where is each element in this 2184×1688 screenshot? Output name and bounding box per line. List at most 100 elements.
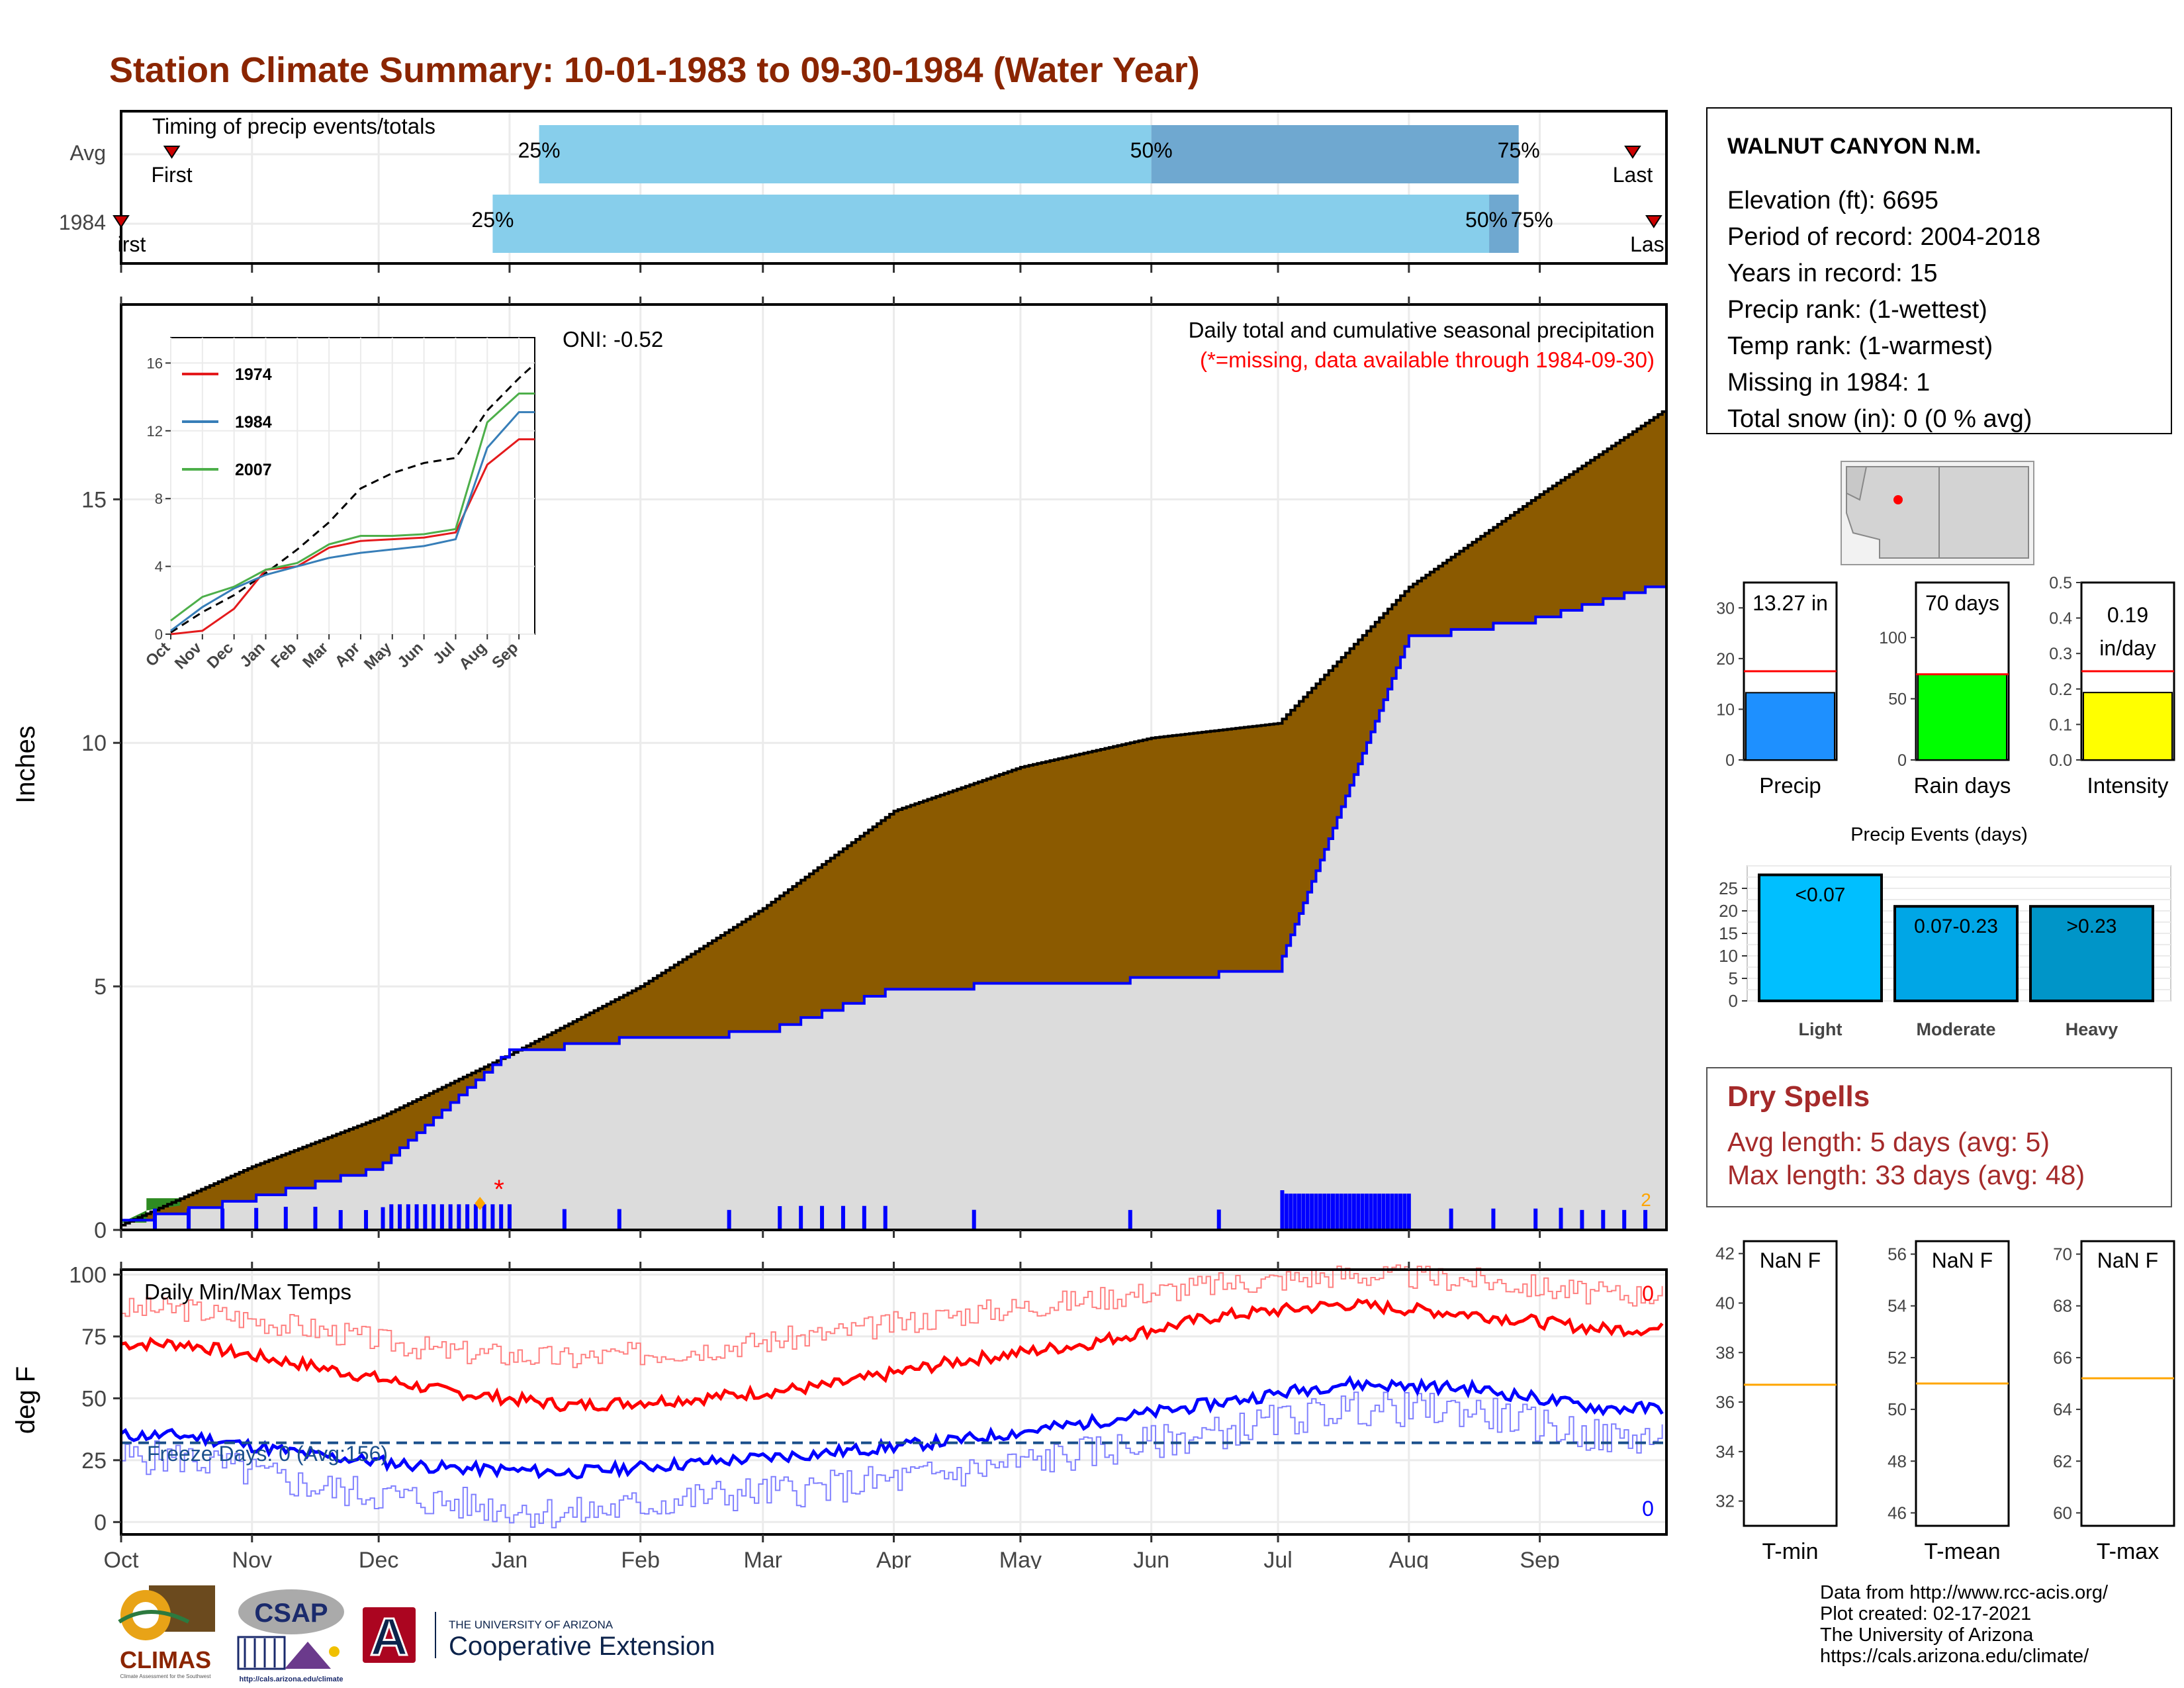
mini-value-intensity-unit: in/day	[2099, 636, 2156, 660]
row-label-avg: Avg	[69, 141, 106, 165]
snow-diamond	[475, 1197, 486, 1210]
precip-ytick-label: 0	[94, 1218, 107, 1243]
daily-precip-bar	[448, 1204, 453, 1230]
temp-box-ytick-label: 64	[2053, 1399, 2072, 1419]
climas-logo: CLIMAS Climate Assessment for the Southw…	[118, 1585, 215, 1679]
inset-ytick-label: 8	[155, 491, 163, 507]
footer-line-university: The University of Arizona	[1820, 1624, 2034, 1646]
daily-precip-bar	[507, 1204, 512, 1230]
daily-precip-bar	[473, 1204, 478, 1230]
missing-marker: *	[494, 1175, 504, 1204]
events-ytick-label: 10	[1719, 946, 1738, 966]
inset-xtick-label: Oct	[142, 639, 173, 670]
tmin-mean-line	[120, 1375, 1664, 1480]
ua-line2: Cooperative Extension	[449, 1632, 715, 1661]
daily-precip-bar	[490, 1204, 495, 1230]
temp-box-ytick-label: 52	[1888, 1348, 1907, 1368]
last-marker-1984	[1645, 215, 1662, 228]
timing-bar-1984-50-75	[1489, 195, 1519, 253]
event-category-heavy: Heavy	[2066, 1019, 2118, 1039]
daily-precip-bar	[1533, 1208, 1538, 1230]
event-category-light: Light	[1799, 1019, 1843, 1039]
inset-ytick-label: 4	[155, 559, 163, 575]
inset-xtick-label: Jan	[236, 639, 268, 671]
events-ytick-label: 5	[1729, 968, 1738, 988]
mini-label-0: Precip	[1759, 773, 1821, 798]
first-label-1984: irst	[118, 232, 146, 256]
daily-precip-bar	[1394, 1194, 1398, 1230]
daily-precip-bar	[841, 1205, 845, 1230]
daily-precip-bar	[1289, 1194, 1293, 1230]
mini-value-intensity: 0.19	[2107, 603, 2148, 627]
daily-precip-bar	[406, 1204, 410, 1230]
daily-precip-bar	[1318, 1194, 1322, 1230]
missing-note: (*=missing, data available through 1984-…	[1200, 348, 1655, 372]
precip-rank-line: Precip rank: (1-wettest)	[1727, 296, 1987, 324]
daily-precip-bar	[432, 1204, 436, 1230]
inset-legend-label-2007: 2007	[235, 461, 272, 479]
mini-value-raindays: 70 days	[1925, 591, 1999, 615]
daily-precip-bar	[1326, 1194, 1331, 1230]
temp-ytick-label: 75	[81, 1325, 107, 1350]
month-label-nov: Nov	[232, 1548, 272, 1569]
temp-box-label-2: T-max	[2097, 1539, 2159, 1564]
mini-ytick-label: 100	[1879, 629, 1907, 647]
csap-logo: CSAP http://cals.arizona.edu/climate	[237, 1589, 344, 1683]
daily-precip-bar	[1398, 1194, 1403, 1230]
daily-precip-bar	[1406, 1194, 1411, 1230]
daily-precip-bar	[1601, 1209, 1606, 1230]
mini-label-2: Intensity	[2087, 773, 2169, 798]
temp-box-ytick-label: 46	[1888, 1503, 1907, 1523]
elevation-line: Elevation (ft): 6695	[1727, 187, 1938, 214]
temp-ytick-label: 100	[69, 1262, 107, 1288]
month-label-aug: Aug	[1389, 1548, 1430, 1569]
temp-box-ytick-label: 62	[2053, 1451, 2072, 1471]
climas-subtitle: Climate Assessment for the Southwest	[120, 1673, 212, 1679]
daily-precip-bar	[389, 1204, 394, 1230]
dry-spells-avg: Avg length: 5 days (avg: 5)	[1727, 1127, 2050, 1157]
tmax-mean-line	[120, 1297, 1664, 1413]
daily-precip-bar	[1301, 1194, 1306, 1230]
precip-ylabel: Inches	[11, 726, 40, 804]
inset-series-line-2007	[170, 392, 535, 622]
daily-precip-bar	[778, 1206, 782, 1230]
snow-line: Total snow (in): 0 (0 % avg)	[1727, 405, 2032, 433]
daily-precip-bar	[381, 1207, 385, 1230]
station-info-lines: Elevation (ft): 6695 Period of record: 2…	[1727, 183, 2040, 438]
daily-precip-bar	[254, 1207, 259, 1230]
daily-precip-bar	[1385, 1194, 1390, 1230]
daily-precip-bar	[1305, 1194, 1310, 1230]
daily-precip-bar	[153, 1208, 158, 1230]
inset-ytick-label: 0	[155, 626, 163, 643]
daily-precip-bar	[1351, 1194, 1356, 1230]
first-label-avg: First	[151, 163, 192, 187]
temp-box-ytick-label: 40	[1715, 1293, 1735, 1313]
month-label-apr: Apr	[876, 1548, 911, 1569]
daily-precip-bar	[862, 1205, 866, 1230]
precip-subtitle: Daily total and cumulative seasonal prec…	[1189, 318, 1655, 342]
mini-bar-2	[2083, 692, 2173, 761]
daily-precip-bar	[1369, 1194, 1373, 1230]
inset-ytick-label: 12	[147, 423, 163, 440]
missing-line: Missing in 1984: 1	[1727, 369, 1931, 397]
mini-ytick-label: 10	[1716, 700, 1735, 719]
temp-panel: 0 25 50 75 100 Oct Nov Dec Jan Feb Mar Apr May Jun Ju…	[11, 1262, 1668, 1569]
inset-xtick-label: Apr	[332, 639, 363, 671]
events-ytick-label: 15	[1719, 923, 1738, 943]
daily-precip-bar	[1402, 1194, 1407, 1230]
daily-precip-bar	[439, 1204, 444, 1230]
deficit-area	[121, 411, 1666, 1225]
timing-label-avg-50: 50%	[1130, 138, 1173, 162]
daily-precip-bar	[465, 1204, 470, 1230]
ua-letter: A	[370, 1607, 408, 1666]
month-label-may: May	[999, 1548, 1042, 1569]
precip-ytick-label: 15	[81, 487, 107, 512]
timing-label-1984-75: 75%	[1511, 208, 1553, 232]
inset-xtick-label: Mar	[299, 639, 332, 671]
inset-xtick-label: Sep	[488, 639, 522, 672]
current-cumulative-line	[121, 585, 1666, 1222]
timing-bar-avg-25-50	[539, 125, 1152, 183]
event-bar-label-2: >0.23	[2067, 915, 2117, 937]
temp-box-ytick-label: 56	[1888, 1244, 1907, 1264]
daily-precip-bar	[1491, 1208, 1496, 1230]
